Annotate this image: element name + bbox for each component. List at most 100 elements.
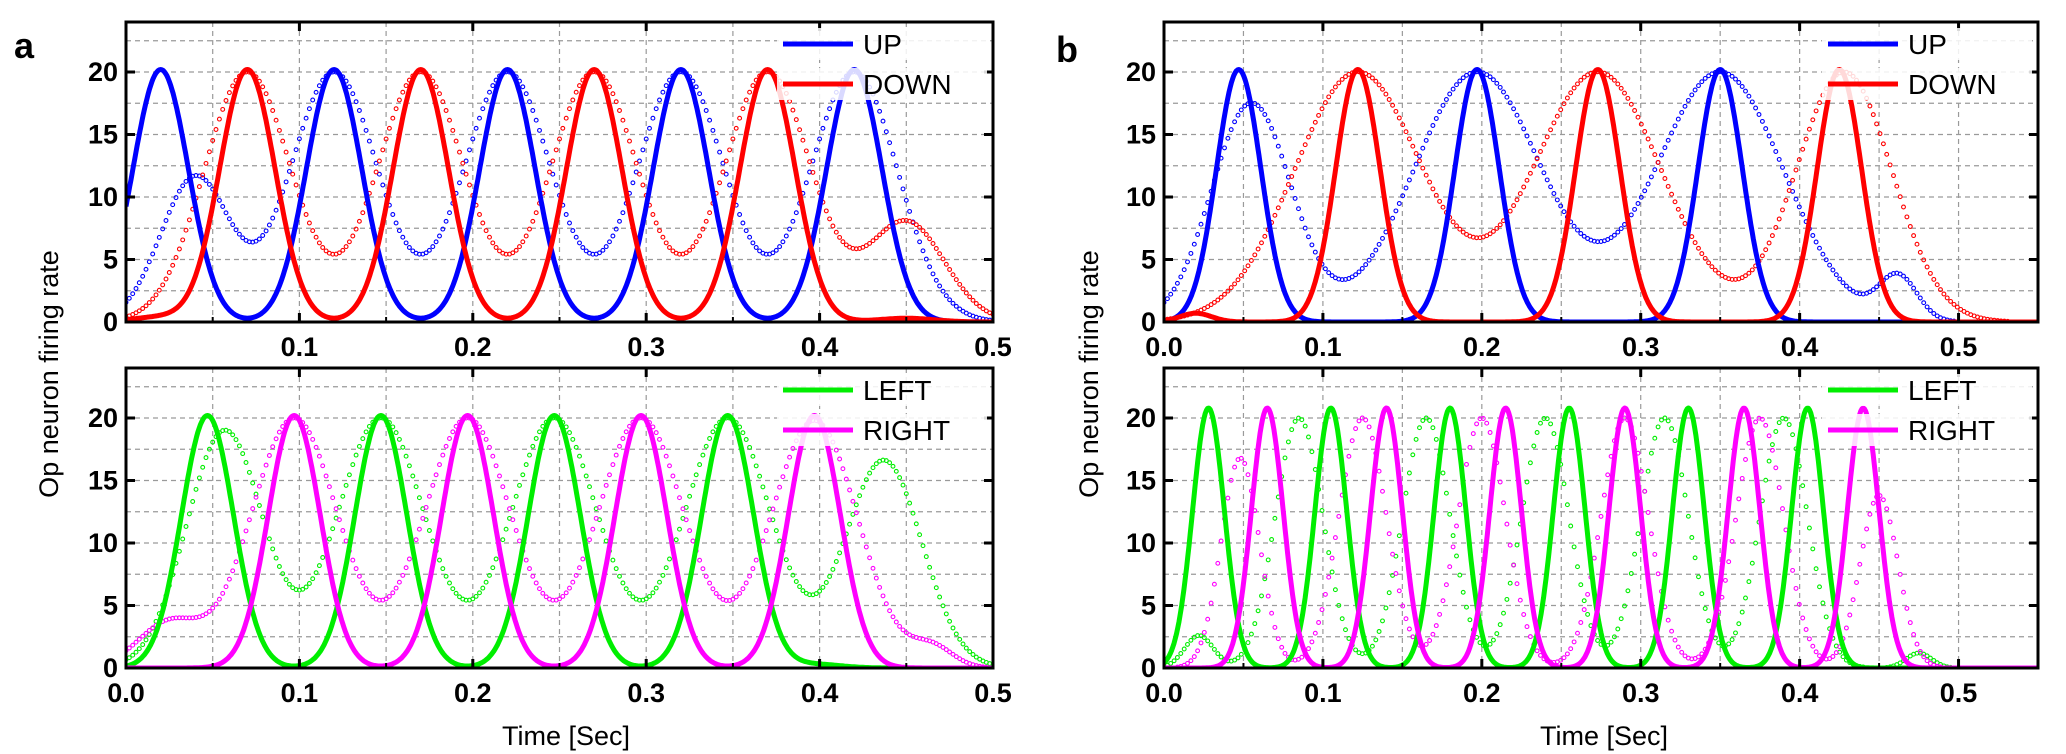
data-point <box>313 89 319 95</box>
data-point <box>1669 628 1675 634</box>
data-point <box>527 566 532 572</box>
data-point <box>1511 203 1517 209</box>
data-point <box>386 593 392 599</box>
data-point <box>163 276 169 282</box>
data-point <box>1618 85 1624 91</box>
data-point <box>823 208 829 214</box>
data-point <box>1645 468 1651 474</box>
data-point <box>1275 143 1281 149</box>
data-point <box>1517 191 1523 197</box>
data-point <box>1440 204 1446 210</box>
data-point <box>1575 227 1580 233</box>
data-point <box>260 514 266 520</box>
data-point <box>1423 172 1429 178</box>
data-point <box>523 91 529 97</box>
data-point <box>360 117 366 123</box>
data-point <box>630 594 636 600</box>
data-point <box>1625 588 1631 594</box>
data-point <box>1622 603 1627 609</box>
data-point <box>1326 94 1332 100</box>
data-point <box>943 647 949 653</box>
data-point <box>1605 472 1611 478</box>
data-point <box>697 91 703 97</box>
data-point <box>1951 301 1957 307</box>
data-point <box>1733 630 1738 636</box>
data-point <box>1450 219 1456 225</box>
data-point <box>1218 538 1224 544</box>
data-point <box>1551 431 1557 437</box>
data-point <box>940 256 946 262</box>
data-point <box>1211 581 1217 587</box>
data-point <box>1201 635 1207 641</box>
data-point <box>607 84 612 90</box>
data-point <box>670 473 676 479</box>
data-point <box>140 642 146 648</box>
data-point <box>210 605 216 611</box>
data-point <box>1497 479 1503 485</box>
data-point <box>450 586 456 592</box>
data-point <box>1248 631 1254 637</box>
data-point <box>283 179 289 185</box>
data-point <box>1507 542 1513 548</box>
data-point <box>1376 82 1382 88</box>
data-point <box>363 127 369 133</box>
data-point <box>1571 85 1577 91</box>
data-point <box>1806 525 1812 531</box>
data-point <box>150 251 156 257</box>
data-point <box>540 590 546 596</box>
data-point <box>723 171 729 177</box>
data-point <box>937 642 943 648</box>
data-point <box>1487 74 1493 80</box>
data-point <box>1474 421 1480 427</box>
data-point <box>970 652 976 657</box>
data-point <box>620 210 626 216</box>
data-point <box>763 495 769 501</box>
data-point <box>1571 639 1577 645</box>
data-point <box>1353 426 1359 432</box>
data-point <box>130 652 136 658</box>
data-point <box>513 247 519 253</box>
data-point <box>1423 415 1429 421</box>
data-point <box>306 430 312 436</box>
data-point <box>1353 272 1359 278</box>
data-point <box>156 234 162 240</box>
data-point <box>1272 515 1278 521</box>
data-point <box>1672 637 1678 643</box>
panel-label-a: a <box>14 25 35 66</box>
data-point <box>917 239 923 245</box>
data-point <box>1417 158 1422 164</box>
data-point <box>223 98 229 103</box>
data-point <box>613 566 619 572</box>
y-axis-label-b: Op neuron firing rate <box>1074 250 1104 498</box>
data-point <box>340 247 346 253</box>
data-point <box>600 247 606 253</box>
data-point <box>263 91 269 97</box>
data-point <box>1894 553 1900 559</box>
data-point <box>1430 186 1436 192</box>
data-point <box>590 526 596 532</box>
data-point <box>647 593 652 599</box>
data-point <box>126 299 129 305</box>
data-point <box>1790 567 1796 573</box>
data-point <box>793 210 799 216</box>
data-point <box>1531 443 1537 449</box>
data-point <box>953 277 959 283</box>
data-point <box>1575 564 1580 570</box>
data-point <box>1652 152 1658 158</box>
data-point <box>1766 433 1772 439</box>
data-point <box>153 292 159 298</box>
data-point <box>1897 660 1903 666</box>
data-point <box>406 245 412 250</box>
data-point <box>1733 76 1738 82</box>
data-point <box>543 149 549 155</box>
data-point <box>913 521 919 527</box>
data-point <box>837 456 843 462</box>
data-point <box>620 117 626 123</box>
data-point <box>1292 418 1298 424</box>
data-point <box>440 99 446 105</box>
data-point <box>480 220 486 226</box>
data-point <box>957 281 963 287</box>
data-point <box>550 171 556 177</box>
data-point <box>783 233 789 239</box>
data-point <box>320 245 326 250</box>
